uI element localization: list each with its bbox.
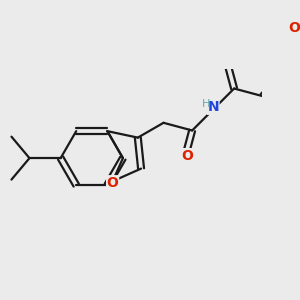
Text: O: O [289, 21, 300, 35]
Text: H: H [202, 99, 210, 109]
Text: O: O [107, 176, 118, 190]
Text: N: N [207, 100, 219, 114]
Text: O: O [181, 149, 193, 163]
